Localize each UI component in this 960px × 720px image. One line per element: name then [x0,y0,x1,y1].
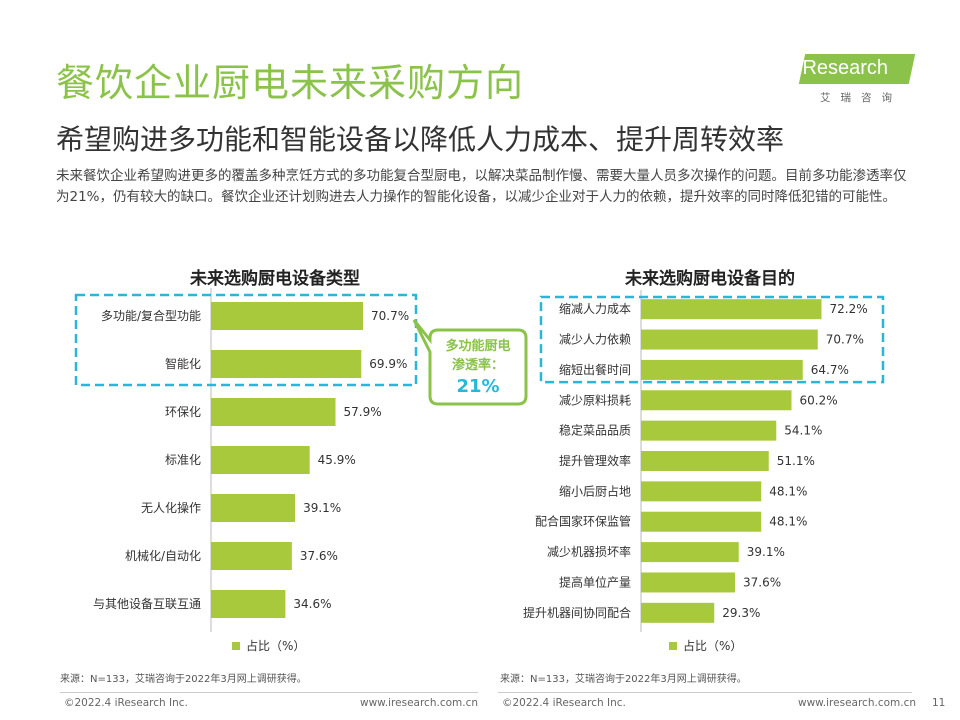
logo-text: iResearch [798,57,889,79]
left-chart-value-label: 39.1% [303,501,341,515]
right-chart-category-label: 减少原料损耗 [559,393,631,407]
left-chart-bar [211,446,310,474]
right-chart-bar [641,572,735,593]
right-chart-value-label: 39.1% [747,545,785,559]
source-note-left: 来源：N=133，艾瑞咨询于2022年3月网上调研获得。 [60,674,307,685]
right-chart-category-label: 缩短出餐时间 [559,362,631,377]
left-chart-category-label: 环保化 [165,405,201,419]
left-chart-legend-swatch [232,642,240,650]
right-chart-category-label: 缩减人力成本 [559,301,631,316]
left-chart-category-label: 多功能/复合型功能 [101,308,201,323]
right-chart-value-label: 70.7% [826,333,864,347]
right-chart-value-label: 64.7% [811,363,849,377]
right-chart-bar [641,481,762,502]
left-chart-category-label: 智能化 [165,356,201,371]
right-chart-legend-label: 占比（%） [683,638,742,653]
right-chart-title: 未来选购厨电设备目的 [625,269,795,289]
left-chart-value-label: 69.9% [369,357,407,371]
iresearch-logo: iResearch 艾瑞咨询 [790,54,916,104]
right-chart-value-label: 72.2% [830,302,868,316]
page-number: 11 [932,697,946,709]
right-chart-category-label: 稳定菜品品质 [559,423,631,438]
right-chart-category-label: 缩小后厨占地 [559,483,631,498]
right-chart-value-label: 54.1% [784,424,822,438]
right-chart-value-label: 37.6% [743,575,781,589]
left-chart-title: 未来选购厨电设备类型 [190,269,360,289]
right-chart-bar [641,542,739,563]
left-chart-highlight-box [74,293,418,387]
right-chart-bar [641,511,762,532]
footer-copyright-right: ©2022.4 iResearch Inc. [502,697,626,709]
right-chart-bar [641,451,769,471]
right-chart-value-label: 60.2% [800,393,838,407]
callout-bubble [412,319,528,406]
left-chart-category-label: 无人化操作 [141,500,201,515]
callout-line2: 渗透率： [452,357,504,373]
left-chart-category-label: 标准化 [165,453,201,467]
right-chart-category-label: 提升机器间协同配合 [523,605,631,620]
right-chart-bar [641,390,792,411]
callout-value: 21% [456,376,499,397]
left-chart-bar [211,398,336,426]
intro-paragraph: 未来餐饮企业希望购进更多的覆盖多种烹饪方式的多功能复合型厨电，以解决菜品制作慢、… [56,168,907,205]
left-chart-bar [211,494,296,522]
right-chart-bar [641,359,803,380]
right-chart-value-label: 48.1% [769,484,807,498]
left-chart-category-label: 机械化/自动化 [125,548,201,563]
left-chart-value-label: 57.9% [343,405,381,419]
left-chart-value-label: 45.9% [318,453,356,467]
right-chart-legend-swatch [669,642,677,650]
footer-copyright-left: ©2022.4 iResearch Inc. [64,697,188,709]
footer-website-right: www.iresearch.com.cn [798,697,917,709]
left-chart-bar [211,302,364,330]
right-chart-bar [641,299,822,320]
source-note-right: 来源：N=133，艾瑞咨询于2022年3月网上调研获得。 [500,674,747,685]
page-subtitle: 希望购进多功能和智能设备以降低人力成本、提升周转效率 [56,123,785,156]
right-chart-value-label: 51.1% [777,454,815,468]
right-chart-value-label: 48.1% [769,515,807,529]
footer-divider-left [60,692,478,693]
right-chart-value-label: 29.3% [722,606,760,620]
left-chart-bar [211,590,286,618]
right-chart-category-label: 减少人力依赖 [559,332,631,347]
page-title: 餐饮企业厨电未来采购方向 [56,61,525,105]
right-chart-category-label: 减少机器损坏率 [547,544,631,559]
callout-line1: 多功能厨电 [445,338,510,354]
right-chart-category-label: 提高单位产量 [559,574,631,589]
left-chart-bar [211,542,292,570]
left-chart-value-label: 70.7% [371,309,409,323]
left-chart-bar [211,350,362,378]
left-chart-value-label: 34.6% [293,597,331,611]
footer-website-left: www.iresearch.com.cn [360,697,479,709]
footer-divider-right [498,692,912,693]
right-chart-bar [641,420,777,441]
left-chart-legend-label: 占比（%） [246,638,305,653]
right-chart-highlight-box [539,295,885,384]
left-chart-category-label: 与其他设备互联互通 [93,597,201,611]
right-chart-bar [641,602,715,623]
right-chart-category-label: 提升管理效率 [559,453,631,468]
right-chart-category-label: 配合国家环保监管 [535,514,631,529]
right-chart-bar [641,329,818,350]
logo-cn-text: 艾瑞咨询 [820,92,902,104]
left-chart-value-label: 37.6% [300,549,338,563]
